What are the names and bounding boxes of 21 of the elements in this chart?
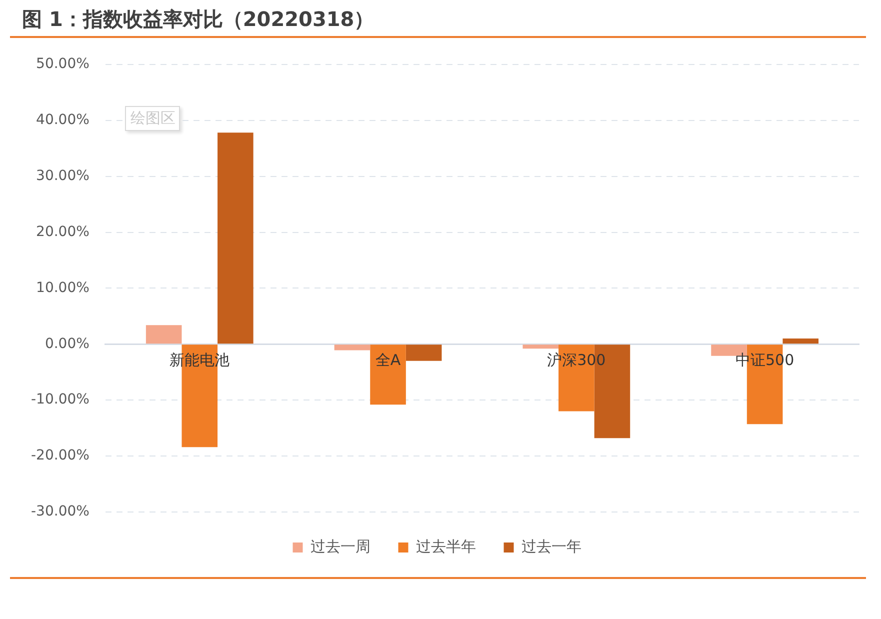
- legend-label: 过去一年: [521, 537, 582, 556]
- y-tick-label: 50.00%: [36, 56, 90, 72]
- bar: [370, 344, 406, 405]
- y-tick-label: -30.00%: [30, 504, 90, 520]
- bar: [782, 338, 818, 344]
- legend-label: 过去半年: [416, 537, 476, 556]
- chart-title: 图 1：指数收益率对比（20220318）: [22, 6, 374, 33]
- bar: [146, 325, 182, 344]
- y-tick-label: 40.00%: [36, 112, 90, 128]
- bar: [406, 344, 442, 361]
- y-tick-label: 0.00%: [44, 336, 90, 352]
- y-tick-label: -10.00%: [30, 392, 90, 408]
- bar: [218, 132, 254, 344]
- bar: [334, 344, 370, 350]
- x-tick-label: 全A: [375, 351, 402, 370]
- y-tick-label: 10.00%: [36, 280, 90, 296]
- y-tick-label: 20.00%: [36, 224, 90, 240]
- y-tick-label: 30.00%: [36, 168, 90, 184]
- bar: [522, 344, 559, 349]
- y-tick-label: -20.00%: [30, 448, 90, 464]
- legend-label: 过去一周: [310, 537, 370, 556]
